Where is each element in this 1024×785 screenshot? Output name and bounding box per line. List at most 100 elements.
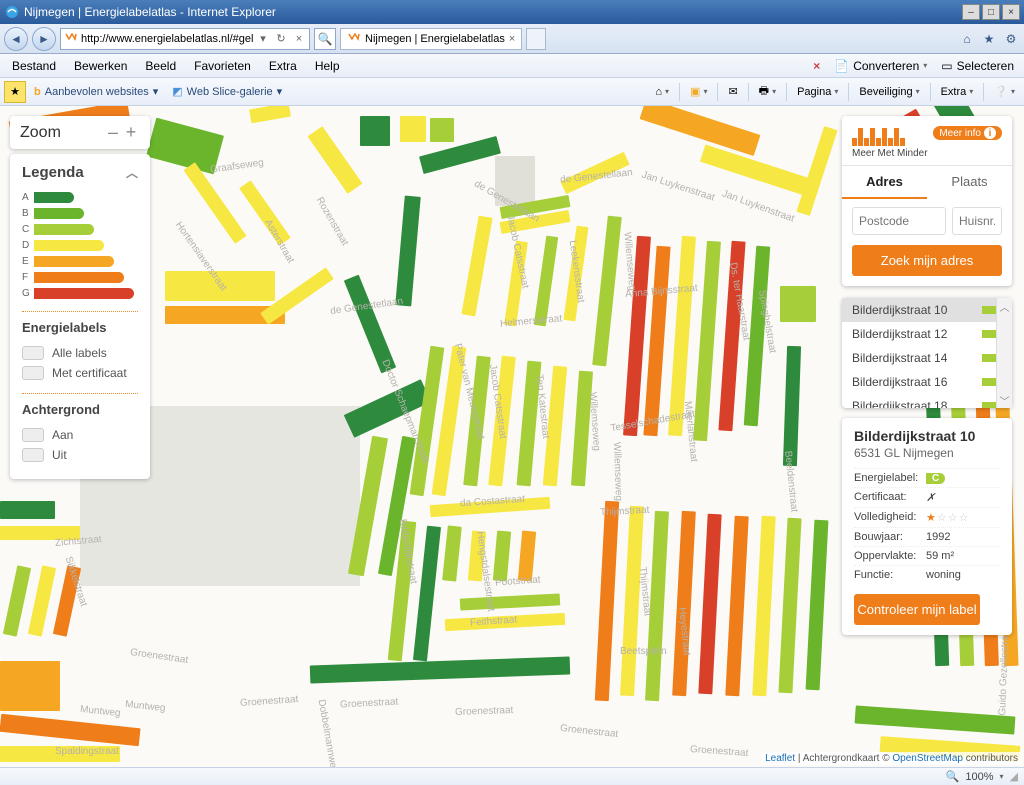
- map-building: [3, 565, 31, 636]
- search-address-button[interactable]: Zoek mijn adres: [852, 245, 1002, 276]
- address-list-item[interactable]: Bilderdijkstraat 18: [842, 394, 1012, 408]
- map-building: [461, 216, 492, 317]
- mail-cmd[interactable]: ✉: [723, 83, 742, 100]
- menu-favorieten[interactable]: Favorieten: [186, 57, 259, 75]
- tab-close-icon[interactable]: ×: [509, 33, 515, 45]
- kv-value: 1992: [926, 531, 1000, 543]
- zoom-magnifier-icon[interactable]: 🔍: [946, 770, 960, 783]
- webslice-link[interactable]: ◩Web Slice-galerie▾: [166, 83, 288, 100]
- osm-link[interactable]: OpenStreetMap: [892, 753, 963, 764]
- kv-key: Certificaat:: [854, 491, 926, 504]
- opt-with-cert[interactable]: Met certificaat: [22, 363, 138, 383]
- address-box[interactable]: ▾ ↻ ×: [60, 28, 310, 50]
- nav-forward-button[interactable]: ►: [32, 27, 56, 51]
- tools-gear-icon[interactable]: ⚙: [1002, 30, 1020, 48]
- address-list-scrollbar[interactable]: ︿ ﹀: [996, 298, 1012, 408]
- map-building: [698, 514, 721, 694]
- menu-help[interactable]: Help: [307, 57, 348, 75]
- tab-adres[interactable]: Adres: [842, 166, 927, 199]
- map-building: [249, 106, 291, 123]
- selecteren-button[interactable]: ▭Selecteren: [935, 57, 1020, 75]
- window-minimize-button[interactable]: –: [962, 4, 980, 20]
- scroll-down-icon[interactable]: ﹀: [997, 392, 1012, 408]
- stop-icon[interactable]: ×: [291, 31, 307, 47]
- menu-bestand[interactable]: Bestand: [4, 57, 64, 75]
- favorites-button[interactable]: ★: [4, 81, 26, 103]
- tab-plaats[interactable]: Plaats: [927, 166, 1012, 199]
- home-cmd[interactable]: ⌂▾: [650, 84, 674, 100]
- zoom-dropdown-icon[interactable]: ▾: [1000, 772, 1004, 781]
- meer-info-button[interactable]: Meer infoi: [933, 126, 1002, 140]
- resize-grip-icon[interactable]: ◢: [1010, 770, 1018, 783]
- extra-cmd[interactable]: Extra▾: [936, 84, 979, 100]
- window-maximize-button[interactable]: □: [982, 4, 1000, 20]
- street-label: Spaldingstraat: [55, 746, 119, 757]
- address-list-item[interactable]: Bilderdijkstraat 10: [842, 298, 1012, 322]
- menu-extra[interactable]: Extra: [261, 57, 305, 75]
- huisnr-input[interactable]: [952, 207, 1002, 235]
- opt-all-labels[interactable]: Alle labels: [22, 343, 138, 363]
- legend-panel: Legenda︿ ABCDEFG Energielabels Alle labe…: [10, 154, 150, 479]
- print-cmd[interactable]: 🖶▾: [754, 80, 781, 103]
- new-tab-button[interactable]: [526, 28, 546, 50]
- refresh-icon[interactable]: ↻: [273, 31, 289, 47]
- legend-grade-label: F: [22, 272, 34, 283]
- street-label: Thijmstraat: [637, 566, 653, 616]
- map-building: [360, 116, 390, 146]
- kv-key: Volledigheid:: [854, 511, 926, 524]
- nav-back-button[interactable]: ◄: [4, 27, 28, 51]
- address-text: Bilderdijkstraat 18: [852, 399, 947, 408]
- map-building: [780, 286, 816, 322]
- security-cmd[interactable]: Beveiliging▾: [854, 84, 924, 100]
- legend-grade-label: E: [22, 256, 34, 267]
- map-building: [442, 525, 462, 581]
- recommended-sites-link[interactable]: bAanbevolen websites▾: [28, 83, 164, 100]
- brand-text: Meer Met Minder: [852, 148, 928, 159]
- menu-beeld[interactable]: Beeld: [137, 57, 184, 75]
- zoom-out-button[interactable]: –: [104, 122, 122, 143]
- map-building: [796, 126, 837, 216]
- favorites-star-icon[interactable]: ★: [980, 30, 998, 48]
- url-input[interactable]: [81, 33, 253, 45]
- opt-bg-on[interactable]: Aan: [22, 425, 138, 445]
- scroll-up-icon[interactable]: ︿: [997, 298, 1012, 314]
- brand-block: Meer Met Minder: [852, 126, 928, 159]
- close-addon-button[interactable]: ×: [807, 59, 826, 73]
- home-icon[interactable]: ⌂: [958, 30, 976, 48]
- help-cmd[interactable]: ❔▾: [989, 83, 1020, 100]
- street-label: Groenestraat: [130, 647, 189, 666]
- leaflet-link[interactable]: Leaflet: [765, 753, 795, 764]
- kv-value: C: [926, 472, 1000, 484]
- page-cmd[interactable]: Pagina▾: [792, 84, 843, 100]
- opt-bg-off[interactable]: Uit: [22, 445, 138, 465]
- window-close-button[interactable]: ×: [1002, 4, 1020, 20]
- rss-icon: ▣: [690, 85, 700, 98]
- map-building: [855, 705, 1016, 734]
- kv-key: Bouwjaar:: [854, 531, 926, 543]
- address-list-item[interactable]: Bilderdijkstraat 12: [842, 322, 1012, 346]
- check-label-button[interactable]: Controleer mijn label: [854, 594, 980, 625]
- street-label: Groenestraat: [560, 723, 619, 740]
- info-icon: i: [984, 127, 996, 139]
- menu-bar: Bestand Bewerken Beeld Favorieten Extra …: [0, 54, 1024, 78]
- map-building: [239, 180, 291, 245]
- menu-bewerken[interactable]: Bewerken: [66, 57, 135, 75]
- feeds-cmd[interactable]: ▣▾: [685, 83, 712, 100]
- zoom-in-button[interactable]: +: [122, 122, 140, 143]
- dropdown-icon[interactable]: ▾: [255, 31, 271, 47]
- address-text: Bilderdijkstraat 12: [852, 327, 947, 341]
- address-list-item[interactable]: Bilderdijkstraat 16: [842, 370, 1012, 394]
- street-label: Rozenstraat: [314, 195, 350, 247]
- address-text: Bilderdijkstraat 16: [852, 375, 947, 389]
- street-label: Groenestraat: [240, 694, 299, 709]
- legend-collapse-icon[interactable]: ︿: [126, 164, 138, 181]
- browser-tab[interactable]: Nijmegen | Energielabelatlas ×: [340, 28, 522, 50]
- search-icon[interactable]: 🔍: [314, 28, 336, 50]
- street-label: Jan Luykenstraat: [720, 188, 795, 224]
- converteren-button[interactable]: 📄Converteren▾: [828, 57, 933, 75]
- postcode-input[interactable]: [852, 207, 946, 235]
- zoom-level[interactable]: 100%: [965, 771, 993, 783]
- detail-subtitle: 6531 GL Nijmegen: [854, 446, 1000, 460]
- address-list-item[interactable]: Bilderdijkstraat 14: [842, 346, 1012, 370]
- map-building: [672, 511, 696, 696]
